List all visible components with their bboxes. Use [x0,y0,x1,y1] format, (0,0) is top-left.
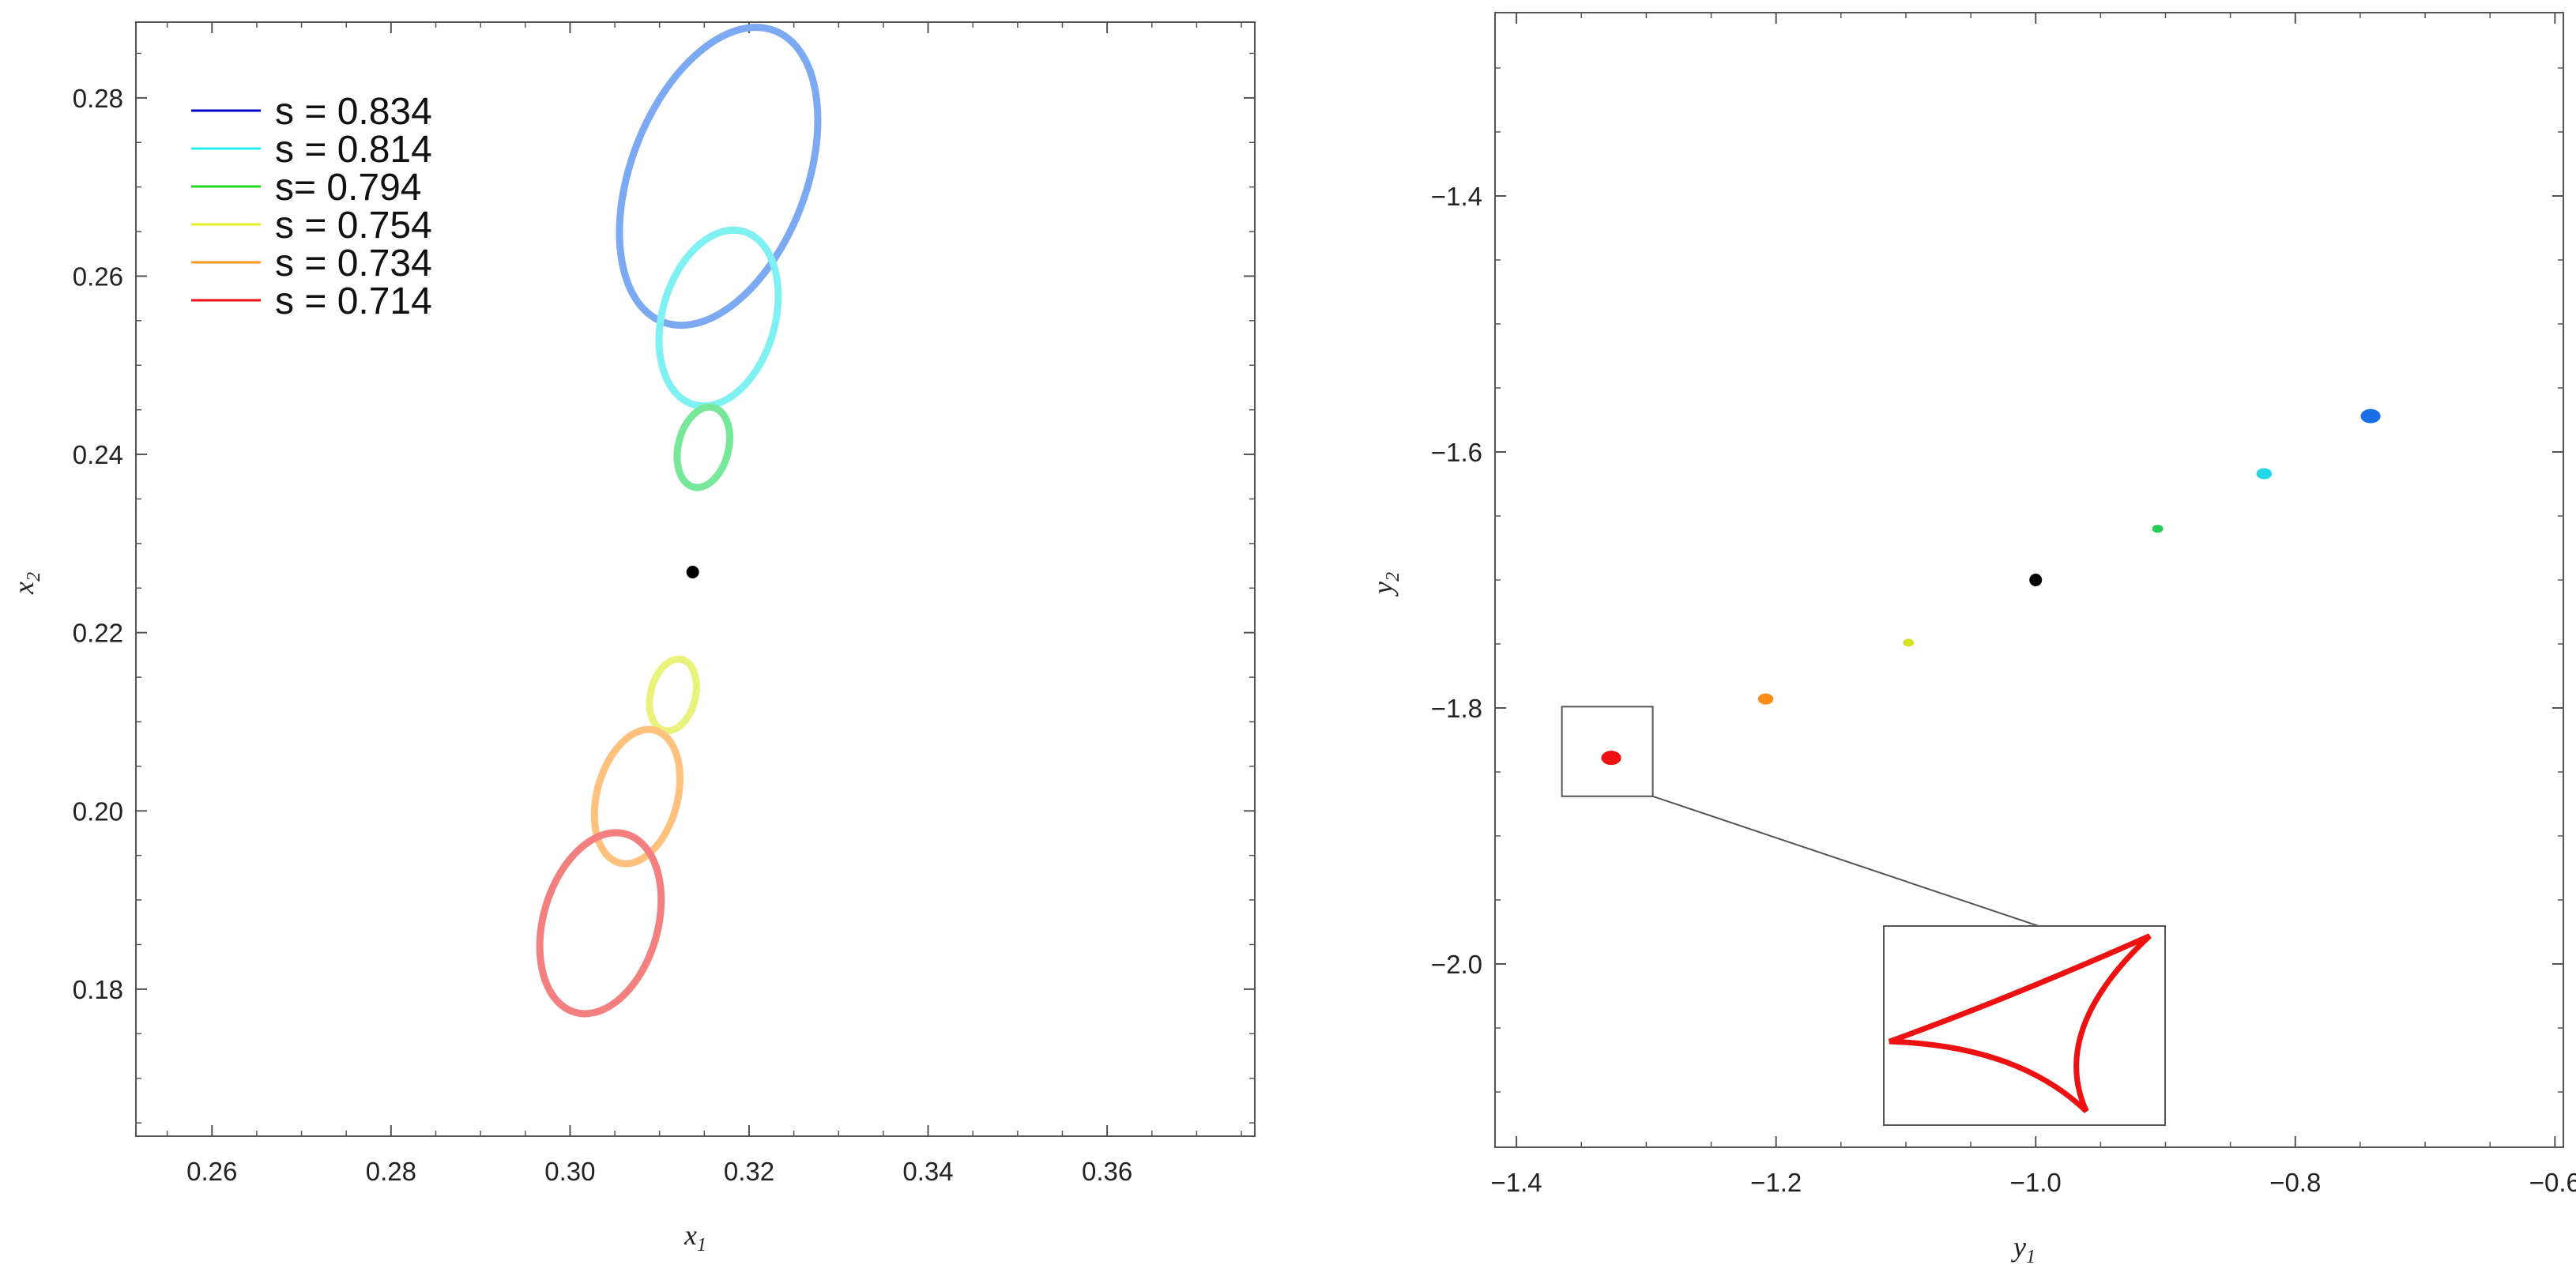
left-x-tick-label: 0.36 [1082,1157,1132,1186]
ellipse-0814 [655,226,782,410]
left-ellipses [536,24,822,1018]
ellipse-0794 [673,403,733,491]
caustic-curve [1888,933,2152,1113]
lens-image-point [1757,693,1774,705]
left-x-tick-label: 0.30 [544,1157,595,1186]
right-x-axis-label: y1 [2011,1231,2036,1267]
right-y-tick-label: −1.8 [1431,694,1482,723]
right-y-tick-label: −1.6 [1431,438,1482,467]
lens-image-point [1903,638,1915,647]
legend-label: s = 0.734 [275,243,432,284]
left-y-tick-label: 0.28 [73,84,123,113]
left-x-axis-label: x1 [684,1219,706,1256]
left-y-tick-label: 0.18 [73,975,123,1004]
right-x-tick-label: −0.8 [2269,1168,2321,1197]
left-y-axis-label: x2 [8,572,44,595]
ellipse-0714 [536,829,665,1018]
legend-label: s = 0.714 [275,280,432,322]
right-y-tick-label: −1.4 [1431,182,1482,211]
left-x-tick-label: 0.28 [366,1157,416,1186]
right-ticks: −1.4 −1.2 −1.0 −0.8 −0.6 −2.0 −1.8 −1.6 −1.4 [1431,13,2576,1197]
left-y-tick-label: 0.22 [73,619,123,648]
legend-label: s = 0.754 [275,205,432,247]
left-center-point [686,565,699,578]
ellipse-0734 [590,725,684,868]
right-x-tick-label: −1.0 [2010,1168,2062,1197]
right-points [1601,408,2381,766]
zoom-connector [1652,795,2039,927]
right-x-tick-label: −1.4 [1491,1168,1542,1197]
right-y-tick-label: −2.0 [1431,950,1482,979]
ellipse-0754 [646,655,700,735]
lens-image-point [1601,751,1621,766]
zoom-box [1561,706,1654,797]
lens-image-point [2152,525,2164,533]
left-plot-frame [135,21,1256,1137]
left-y-tick-label: 0.24 [73,440,123,469]
lens-image-point [2256,468,2273,480]
right-x-tick-label: −1.2 [1750,1168,1802,1197]
legend-label: s= 0.794 [275,167,421,209]
left-y-tick-label: 0.20 [73,796,123,826]
ellipse-0834 [616,24,822,329]
right-center-point [2029,574,2043,586]
left-x-tick-label: 0.26 [186,1157,237,1186]
right-x-tick-label: −0.6 [2529,1168,2576,1197]
left-y-tick-label: 0.26 [73,262,123,291]
right-y-axis-label: y2 [1367,572,1403,597]
left-x-tick-label: 0.34 [902,1157,953,1186]
lens-image-point [2360,408,2381,424]
legend-label: s = 0.834 [275,91,432,133]
left-x-tick-label: 0.32 [724,1157,774,1186]
left-panel: 0.26 0.28 0.30 0.32 0.34 0.36 0.18 0.20 0.22 0.24… [8,21,1256,1256]
legend-label: s = 0.814 [275,129,432,171]
left-ticks: 0.26 0.28 0.30 0.32 0.34 0.36 0.18 0.20 0.22 0.24… [73,22,1255,1186]
right-panel: −1.4 −1.2 −1.0 −0.8 −0.6−2.0−1.8−1.6−1.4 y1 … [1367,12,2576,1267]
right-inset [1561,706,2166,1126]
